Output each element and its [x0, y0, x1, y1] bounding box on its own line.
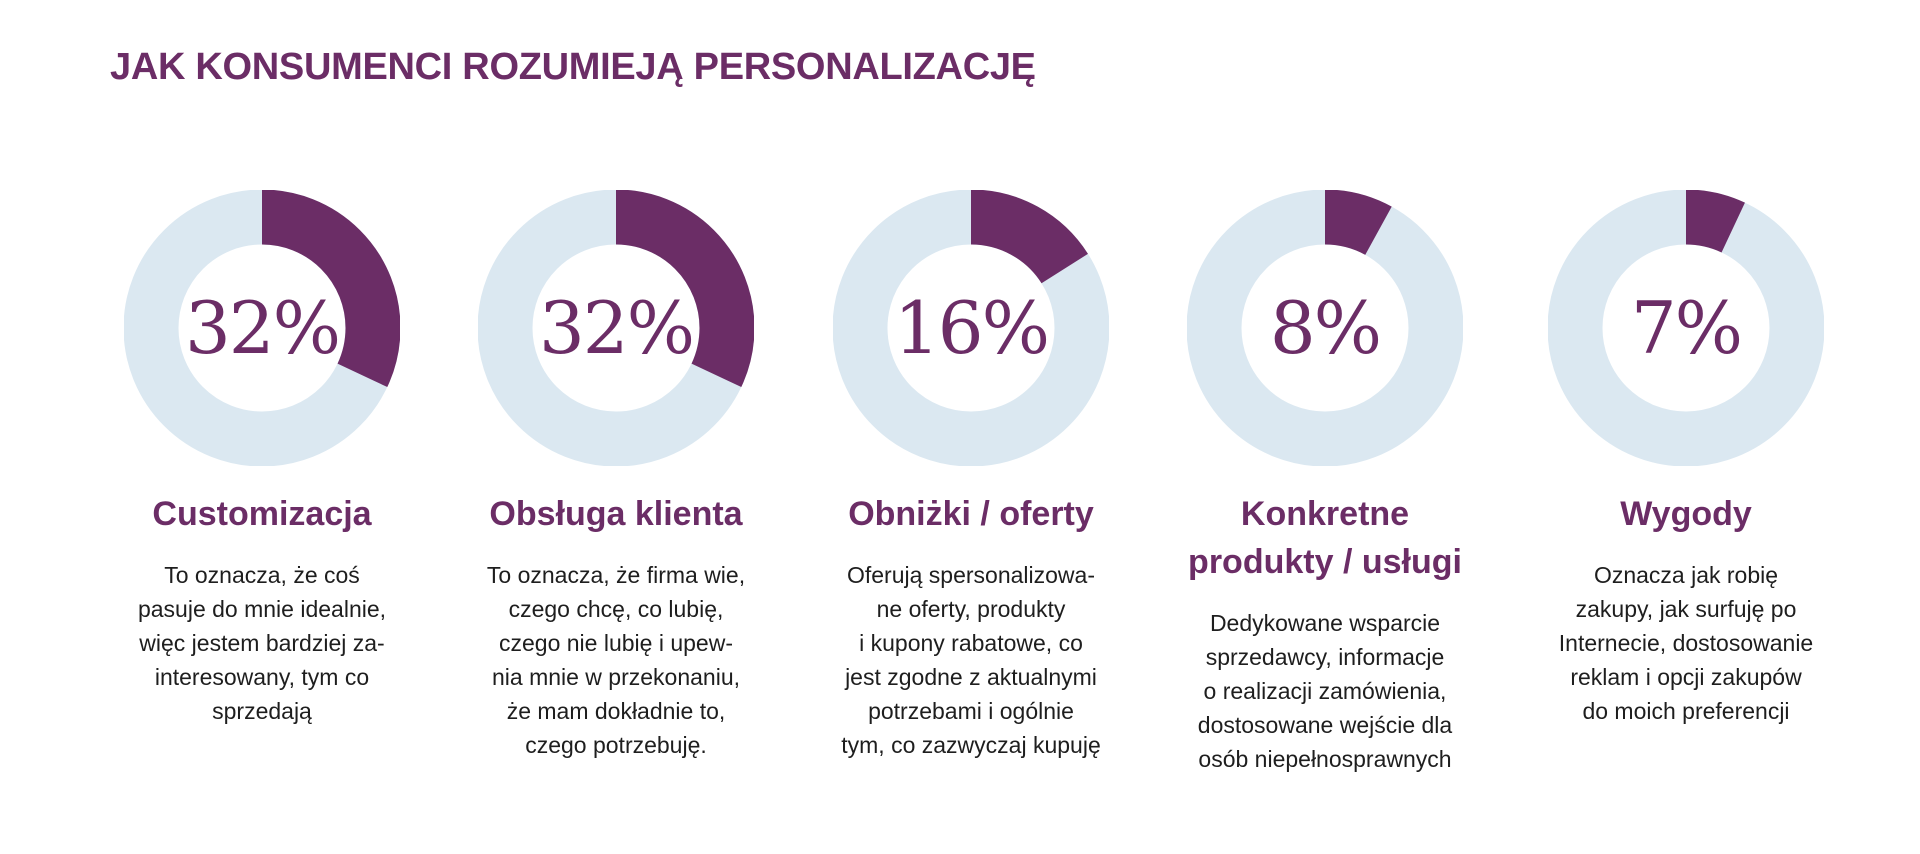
category-title: Obniżki / oferty [848, 495, 1094, 533]
page-title: JAK KONSUMENCI ROZUMIEJĄ PERSONALIZACJĘ [110, 46, 1036, 88]
percent-label: 16% [893, 286, 1050, 370]
percent-label: 32% [538, 286, 695, 370]
donut-value-arc [478, 190, 754, 466]
donut-svg [124, 190, 400, 466]
category-description: Oznacza jak robię zakupy, jak surfuję po… [1558, 562, 1814, 724]
percent-label: 8% [1269, 286, 1382, 370]
category-title: Obsługa klienta [489, 495, 743, 533]
category-title: Konkretne produkty / usługi [1188, 495, 1462, 581]
donut-svg [1187, 190, 1463, 466]
donut-chart: 16% [833, 190, 1109, 466]
donut-value-arc [1548, 190, 1824, 466]
donut-item-obnizki-oferty: 16% Obniżki / oferty Oferują spersonalizow… [806, 190, 1136, 762]
donut-value-arc [833, 190, 1109, 466]
donut-chart: 32% [478, 190, 754, 466]
donut-item-obsluga-klienta: 32% Obsługa klienta To oznacza, że firma w… [451, 190, 781, 762]
donut-chart: 7% [1548, 190, 1824, 466]
donut-item-wygody: 7% Wygody Oznacza jak robię zakupy, jak su… [1521, 190, 1851, 728]
donut-chart: 8% [1187, 190, 1463, 466]
percent-label: 7% [1630, 286, 1743, 370]
donut-item-customizacja: 32% Customizacja To oznacza, że coś pasuje… [97, 190, 427, 728]
category-description: To oznacza, że firma wie, czego chcę, co… [486, 562, 746, 758]
donut-svg [1548, 190, 1824, 466]
category-title: Customizacja [152, 495, 372, 533]
category-description: To oznacza, że coś pasuje do mnie idealn… [137, 562, 387, 724]
donut-item-konkretne-produkty-uslugi: 8% Konkretne produkty / usługi Dedykowane … [1160, 190, 1490, 776]
donut-svg [833, 190, 1109, 466]
donut-chart: 32% [124, 190, 400, 466]
percent-label: 32% [184, 286, 341, 370]
category-description: Dedykowane wsparcie sprzedawcy, informac… [1197, 610, 1453, 772]
donut-value-arc [124, 190, 400, 466]
donut-value-arc [1187, 190, 1463, 466]
category-description: Oferują spersonalizowa- ne oferty, produ… [841, 562, 1101, 758]
donut-svg [478, 190, 754, 466]
category-title: Wygody [1620, 495, 1752, 533]
